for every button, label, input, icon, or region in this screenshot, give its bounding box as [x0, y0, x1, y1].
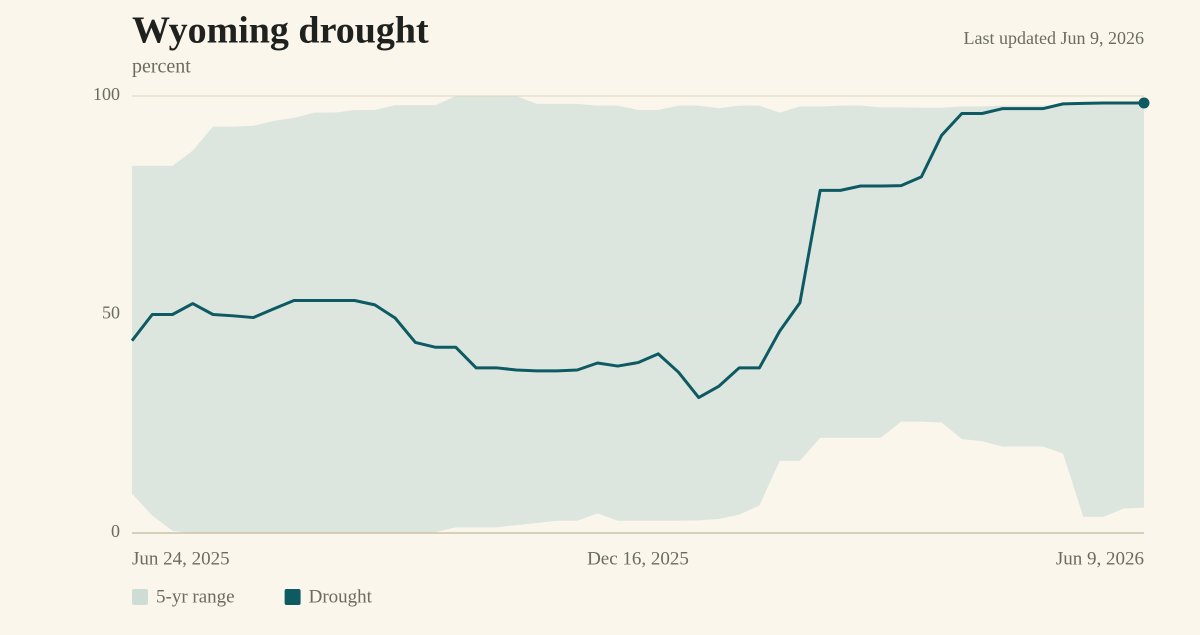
- legend-label: Drought: [309, 586, 373, 607]
- drought-line: [130, 101, 1144, 400]
- x-tick-label: Dec 16, 2025: [587, 548, 689, 569]
- legend-swatch: [132, 589, 148, 605]
- y-tick-label: 100: [93, 84, 120, 104]
- y-tick-label: 50: [102, 303, 120, 323]
- chart-subtitle: percent: [132, 56, 191, 78]
- legend-swatch: [284, 589, 301, 605]
- end-dot: [1138, 97, 1150, 109]
- last-updated: Last updated Jun 9, 2026: [964, 28, 1144, 48]
- y-tick-label: 0: [111, 521, 120, 541]
- x-tick-label: Jun 9, 2026: [1056, 548, 1144, 569]
- legend-label: 5-yr range: [156, 586, 235, 607]
- chart-title: Wyoming drought: [132, 10, 429, 52]
- x-tick-label: Jun 24, 2025: [132, 548, 230, 569]
